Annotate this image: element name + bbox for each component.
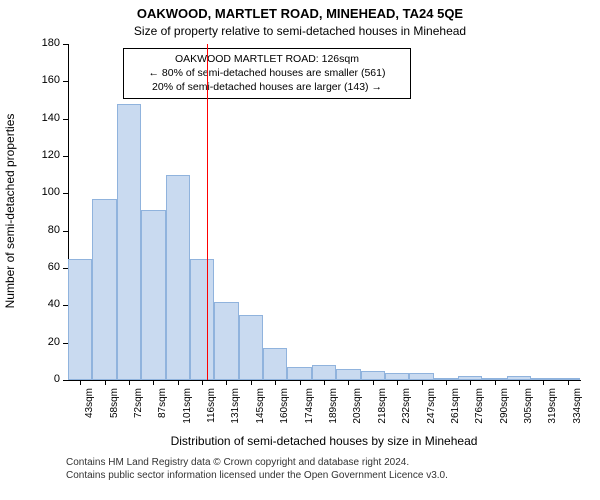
xtick-mark xyxy=(446,380,447,385)
xtick-mark xyxy=(519,380,520,385)
ytick-label: 180 xyxy=(30,37,60,49)
ytick-label: 140 xyxy=(30,112,60,124)
xtick-mark xyxy=(178,380,179,385)
ytick-mark xyxy=(63,380,68,381)
ytick-mark xyxy=(63,231,68,232)
annotation-line2: ← 80% of semi-detached houses are smalle… xyxy=(130,66,404,80)
histogram-bar xyxy=(336,369,360,380)
histogram-bar xyxy=(68,259,92,380)
xtick-mark xyxy=(275,380,276,385)
xtick-label: 203sqm xyxy=(352,388,363,438)
ytick-label: 20 xyxy=(30,336,60,348)
xtick-mark xyxy=(470,380,471,385)
chart-container: { "title_main": "OAKWOOD, MARTLET ROAD, … xyxy=(0,0,600,500)
xtick-label: 160sqm xyxy=(279,388,290,438)
xtick-label: 72sqm xyxy=(133,388,144,438)
xtick-mark xyxy=(373,380,374,385)
xtick-label: 232sqm xyxy=(401,388,412,438)
ytick-mark xyxy=(63,156,68,157)
xtick-mark xyxy=(105,380,106,385)
xtick-label: 305sqm xyxy=(523,388,534,438)
xtick-mark xyxy=(397,380,398,385)
xtick-label: 276sqm xyxy=(474,388,485,438)
histogram-bar xyxy=(385,373,409,380)
ytick-mark xyxy=(63,193,68,194)
xtick-mark xyxy=(348,380,349,385)
xtick-label: 334sqm xyxy=(572,388,583,438)
histogram-bar xyxy=(92,199,116,380)
ytick-label: 120 xyxy=(30,149,60,161)
xtick-mark xyxy=(251,380,252,385)
footer-attribution: Contains HM Land Registry data © Crown c… xyxy=(66,456,448,482)
xtick-label: 218sqm xyxy=(377,388,388,438)
histogram-bar xyxy=(409,373,433,380)
reference-line xyxy=(207,44,208,380)
xtick-label: 131sqm xyxy=(230,388,241,438)
ytick-label: 0 xyxy=(30,373,60,385)
ytick-mark xyxy=(63,44,68,45)
histogram-bar xyxy=(214,302,238,380)
xtick-label: 290sqm xyxy=(499,388,510,438)
histogram-bar xyxy=(287,367,311,380)
ytick-label: 80 xyxy=(30,224,60,236)
histogram-bar xyxy=(239,315,263,380)
chart-title-sub: Size of property relative to semi-detach… xyxy=(0,24,600,38)
ytick-label: 60 xyxy=(30,261,60,273)
xtick-mark xyxy=(153,380,154,385)
xtick-label: 189sqm xyxy=(328,388,339,438)
xtick-mark xyxy=(324,380,325,385)
y-axis-label: Number of semi-detached properties xyxy=(3,111,17,311)
xtick-label: 174sqm xyxy=(304,388,315,438)
xtick-label: 87sqm xyxy=(157,388,168,438)
annotation-line3: 20% of semi-detached houses are larger (… xyxy=(130,80,404,94)
footer-line2: Contains public sector information licen… xyxy=(66,469,448,482)
xtick-label: 101sqm xyxy=(182,388,193,438)
histogram-bar xyxy=(141,210,165,380)
xtick-label: 116sqm xyxy=(206,388,217,438)
xtick-label: 247sqm xyxy=(426,388,437,438)
histogram-bar xyxy=(263,348,287,380)
xtick-label: 58sqm xyxy=(109,388,120,438)
histogram-bar xyxy=(166,175,190,380)
histogram-bar xyxy=(361,371,385,380)
xtick-label: 261sqm xyxy=(450,388,461,438)
xtick-mark xyxy=(422,380,423,385)
ytick-mark xyxy=(63,81,68,82)
histogram-bar xyxy=(190,259,214,380)
xtick-mark xyxy=(129,380,130,385)
xtick-label: 145sqm xyxy=(255,388,266,438)
annotation-line1: OAKWOOD MARTLET ROAD: 126sqm xyxy=(130,52,404,66)
chart-title-main: OAKWOOD, MARTLET ROAD, MINEHEAD, TA24 5Q… xyxy=(0,6,600,21)
xtick-label: 43sqm xyxy=(84,388,95,438)
xtick-mark xyxy=(202,380,203,385)
ytick-label: 40 xyxy=(30,298,60,310)
xtick-mark xyxy=(300,380,301,385)
ytick-label: 100 xyxy=(30,186,60,198)
xtick-mark xyxy=(543,380,544,385)
xtick-mark xyxy=(80,380,81,385)
xtick-mark xyxy=(226,380,227,385)
xtick-mark xyxy=(568,380,569,385)
histogram-bar xyxy=(312,365,336,380)
ytick-label: 160 xyxy=(30,74,60,86)
annotation-box: OAKWOOD MARTLET ROAD: 126sqm ← 80% of se… xyxy=(123,48,411,99)
xtick-label: 319sqm xyxy=(547,388,558,438)
histogram-bar xyxy=(117,104,141,380)
footer-line1: Contains HM Land Registry data © Crown c… xyxy=(66,456,448,469)
xtick-mark xyxy=(495,380,496,385)
ytick-mark xyxy=(63,119,68,120)
